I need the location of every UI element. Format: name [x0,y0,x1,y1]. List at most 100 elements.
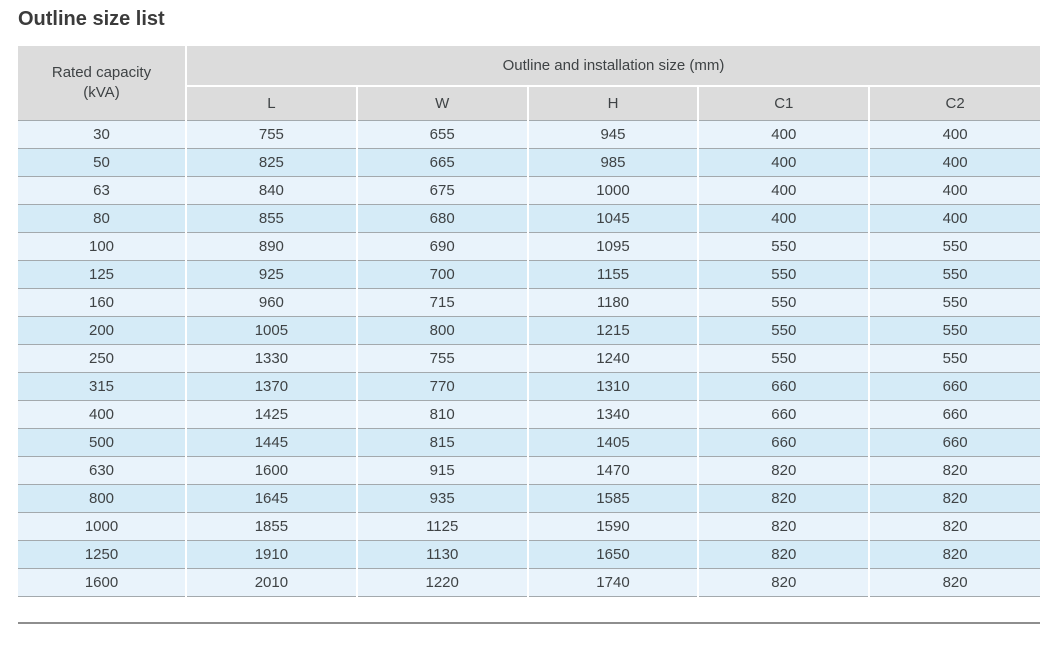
column-header-l: L [185,86,357,121]
size-value-cell: 660 [697,400,870,429]
size-value-cell: 1855 [185,512,357,541]
table-row: 630 1600 915 1470 820 820 [18,456,1040,485]
size-value-cell: 690 [355,232,528,261]
size-value-cell: 1405 [526,428,699,457]
size-value-cell: 820 [697,512,870,541]
table-row: 30 755 655 945 400 400 [18,120,1040,149]
rated-capacity-cell: 630 [18,456,186,485]
rated-capacity-cell: 30 [18,120,186,149]
size-value-cell: 400 [697,176,870,205]
size-value-cell: 985 [526,148,699,177]
size-value-cell: 815 [355,428,528,457]
rated-capacity-cell: 63 [18,176,186,205]
rated-capacity-cell: 80 [18,204,186,233]
rated-capacity-cell: 125 [18,260,186,289]
table-row: 315 1370 770 1310 660 660 [18,372,1040,401]
size-table: Rated capacity (kVA) Outline and install… [18,46,1040,597]
size-value-cell: 820 [697,540,870,569]
size-value-cell: 755 [185,120,357,149]
table-row: 50 825 665 985 400 400 [18,148,1040,177]
size-value-cell: 660 [868,400,1040,429]
size-value-cell: 945 [526,120,699,149]
size-value-cell: 1370 [185,372,357,401]
size-value-cell: 925 [185,260,357,289]
size-value-cell: 935 [355,484,528,513]
table-row: 100 890 690 1095 550 550 [18,232,1040,261]
size-value-cell: 1180 [526,288,699,317]
size-value-cell: 655 [355,120,528,149]
size-value-cell: 1910 [185,540,357,569]
size-value-cell: 550 [697,344,870,373]
size-value-cell: 1650 [526,540,699,569]
rated-capacity-cell: 315 [18,372,186,401]
size-value-cell: 680 [355,204,528,233]
size-value-cell: 1130 [355,540,528,569]
size-value-cell: 1125 [355,512,528,541]
rated-capacity-cell: 1600 [18,568,186,597]
size-value-cell: 400 [697,148,870,177]
size-value-cell: 1330 [185,344,357,373]
column-header-w: W [355,86,528,121]
rated-capacity-cell: 800 [18,484,186,513]
page-title: Outline size list [18,8,165,30]
size-value-cell: 810 [355,400,528,429]
column-group-header-outline-size: Outline and installation size (mm) [185,46,1040,87]
size-value-cell: 820 [697,484,870,513]
size-value-cell: 1220 [355,568,528,597]
size-value-cell: 1645 [185,484,357,513]
table-row: 500 1445 815 1405 660 660 [18,428,1040,457]
rated-capacity-cell: 1000 [18,512,186,541]
size-value-cell: 660 [697,372,870,401]
size-value-cell: 1425 [185,400,357,429]
table-row: 125 925 700 1155 550 550 [18,260,1040,289]
size-value-cell: 1005 [185,316,357,345]
size-value-cell: 660 [868,372,1040,401]
size-value-cell: 400 [868,120,1040,149]
size-value-cell: 960 [185,288,357,317]
table-row: 800 1645 935 1585 820 820 [18,484,1040,513]
size-value-cell: 1740 [526,568,699,597]
size-value-cell: 675 [355,176,528,205]
size-table-body: 30 755 655 945 400 400 50 825 665 985 400 400 63 840 6… [18,120,1040,597]
size-value-cell: 715 [355,288,528,317]
size-value-cell: 755 [355,344,528,373]
column-header-c2: C2 [868,86,1040,121]
size-value-cell: 1155 [526,260,699,289]
size-value-cell: 820 [868,568,1040,597]
size-value-cell: 820 [868,512,1040,541]
size-value-cell: 660 [697,428,870,457]
bottom-divider [18,621,1040,624]
size-value-cell: 550 [697,232,870,261]
size-value-cell: 660 [868,428,1040,457]
size-value-cell: 550 [868,316,1040,345]
size-value-cell: 1340 [526,400,699,429]
size-value-cell: 1470 [526,456,699,485]
table-row: 80 855 680 1045 400 400 [18,204,1040,233]
size-value-cell: 800 [355,316,528,345]
size-value-cell: 400 [697,204,870,233]
size-value-cell: 400 [868,176,1040,205]
size-value-cell: 550 [868,344,1040,373]
size-value-cell: 1215 [526,316,699,345]
rated-capacity-line1: Rated capacity [51,63,152,81]
size-value-cell: 1600 [185,456,357,485]
size-value-cell: 825 [185,148,357,177]
size-value-cell: 550 [868,260,1040,289]
size-table-header: Rated capacity (kVA) Outline and install… [18,46,1040,121]
size-value-cell: 1585 [526,484,699,513]
size-value-cell: 820 [697,456,870,485]
size-value-cell: 1240 [526,344,699,373]
rated-capacity-cell: 50 [18,148,186,177]
size-value-cell: 1310 [526,372,699,401]
size-value-cell: 2010 [185,568,357,597]
size-value-cell: 820 [868,484,1040,513]
size-value-cell: 840 [185,176,357,205]
table-row: 250 1330 755 1240 550 550 [18,344,1040,373]
table-row: 200 1005 800 1215 550 550 [18,316,1040,345]
size-value-cell: 550 [697,316,870,345]
size-value-cell: 400 [697,120,870,149]
rated-capacity-cell: 250 [18,344,186,373]
rated-capacity-line2: (kVA) [83,83,120,101]
size-value-cell: 550 [868,232,1040,261]
size-value-cell: 665 [355,148,528,177]
